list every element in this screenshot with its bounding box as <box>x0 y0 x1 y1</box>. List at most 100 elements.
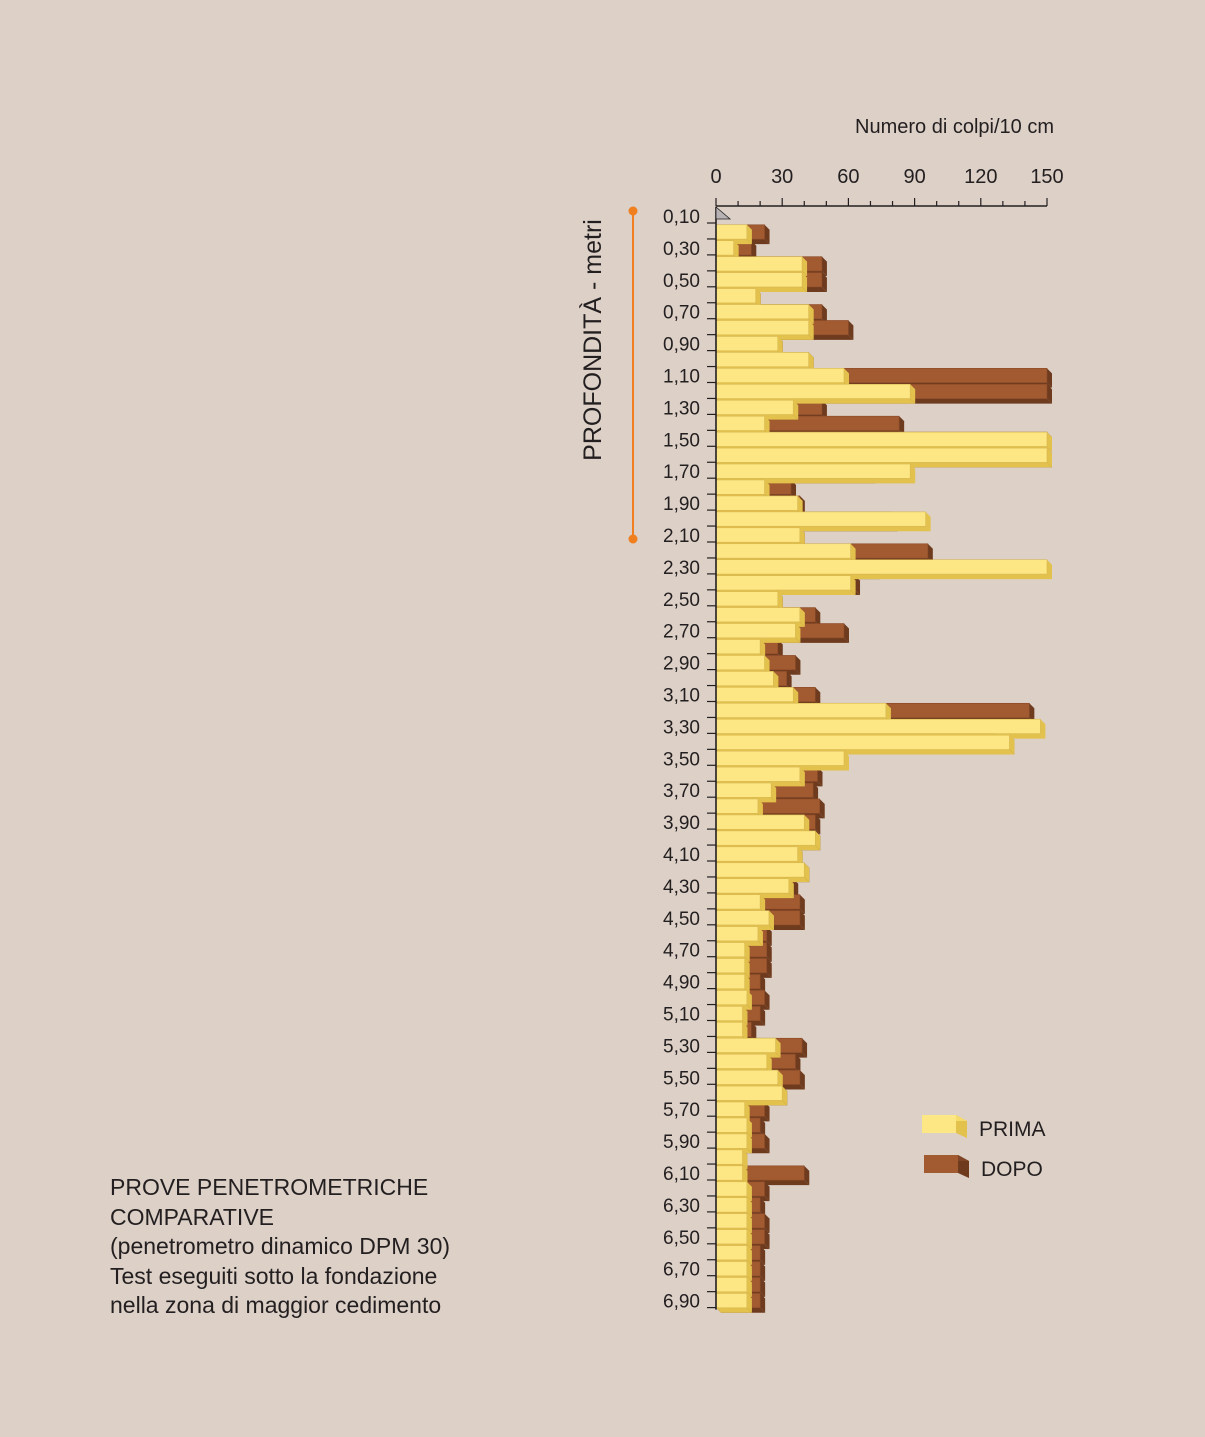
prima-bar-side <box>885 703 891 723</box>
y-tick-label: 2,10 <box>663 526 700 547</box>
y-tick-label: 5,90 <box>663 1132 700 1153</box>
dopo-bar-side <box>751 1022 757 1042</box>
prima-bar-face <box>715 495 798 511</box>
prima-bar-face <box>715 256 803 272</box>
y-tick-label: 2,70 <box>663 622 700 643</box>
prima-bar-face <box>715 1133 748 1149</box>
dopo-bar-side <box>760 1277 766 1297</box>
prima-bar-face <box>715 1181 748 1197</box>
prima-bar-side <box>1047 559 1052 580</box>
prima-bar-face <box>715 846 798 862</box>
y-tick-label: 5,70 <box>663 1100 700 1121</box>
prima-bar-side <box>733 240 739 261</box>
dopo-bar-side <box>815 814 821 835</box>
prima-bar-face <box>715 368 845 383</box>
caption-line-3: (penetrometro dinamico DPM 30) <box>110 1233 451 1259</box>
prima-bar-side <box>773 671 779 691</box>
prima-bar-face <box>715 1277 748 1293</box>
prima-bar-face <box>715 623 796 639</box>
prima-bar-side <box>815 830 821 851</box>
prima-bar-side <box>746 1197 752 1218</box>
y-tick-label: 6,90 <box>663 1292 700 1313</box>
prima-bar-face <box>715 639 761 655</box>
y-tick-label: 4,50 <box>663 909 700 930</box>
y-tick-label: 0,10 <box>663 207 700 228</box>
prima-bar-face <box>715 463 911 479</box>
prima-bar-face <box>715 336 779 352</box>
dopo-bar-side <box>760 1245 766 1265</box>
axis-corner <box>715 206 732 220</box>
dopo-bar-side <box>764 990 770 1010</box>
prima-bar-side <box>764 416 770 436</box>
prima-bar-side <box>1047 448 1052 468</box>
dopo-bar-side <box>1029 703 1035 723</box>
prima-bar-face <box>715 1085 783 1101</box>
prima-bar-side <box>746 990 752 1010</box>
caption-line-5: nella zona di maggior cedimento <box>110 1292 442 1318</box>
prima-bar-face <box>715 894 761 910</box>
dopo-bar-side <box>760 1117 766 1138</box>
prima-bar-face <box>715 862 805 878</box>
y-tick-label: 0,30 <box>663 239 700 260</box>
prima-bar <box>715 304 814 324</box>
prima-bar-side <box>797 846 803 867</box>
dopo-bar-side <box>802 1038 808 1058</box>
prima-bar-face <box>715 479 765 495</box>
chart-axes: 0 30 60 90 120 150 0,10 0,30 0,50 0,70 0,90 1,10 1,3… <box>663 166 1064 1313</box>
y-tick-label: 4,10 <box>663 845 700 866</box>
dopo-bar-side <box>1047 368 1052 388</box>
caption-line-2: COMPARATIVE <box>110 1203 274 1230</box>
prima-bar-side <box>757 926 763 946</box>
dopo-bar-side <box>764 1181 770 1202</box>
prima-bar-face <box>715 974 745 990</box>
dopo-bar-side <box>804 1165 810 1186</box>
dopo-bar-side <box>899 416 905 436</box>
legend-dopo-swatch <box>924 1155 958 1173</box>
dopo-bar-side <box>793 878 799 899</box>
prima-bar-face <box>715 718 1041 734</box>
y-tick-label: 2,30 <box>663 558 700 579</box>
prima-bar-side <box>760 639 766 659</box>
prima-bar-side <box>744 1102 750 1122</box>
dopo-bar-side <box>1047 384 1052 404</box>
prima-bar <box>715 1293 752 1313</box>
prima-bar <box>715 447 1052 468</box>
prima-bar-side <box>802 256 808 277</box>
prima-bar-side <box>746 1213 752 1234</box>
caption-line-1: PROVE PENETROMETRICHE <box>110 1174 429 1200</box>
prima-bar-face <box>715 591 779 607</box>
prima-bar-side <box>795 623 801 643</box>
dopo-bar-side <box>764 1133 770 1154</box>
prima-bar-side <box>757 798 763 819</box>
prima-bar-side <box>799 767 805 787</box>
prima-bar-face <box>715 1117 748 1133</box>
prima-bar-side <box>850 543 856 564</box>
prima-bar-face <box>715 1229 748 1245</box>
prima-bar-face <box>715 766 801 782</box>
dopo-bar-side <box>764 1213 770 1234</box>
prima-bar <box>715 240 739 261</box>
dopo-bar-side <box>766 958 772 978</box>
prima-bar-face <box>715 575 851 591</box>
dopo-bar-side <box>815 687 821 707</box>
prima-bar-side <box>850 575 856 596</box>
y-tick-label: 0,50 <box>663 271 700 292</box>
y-tick-label: 1,70 <box>663 462 700 483</box>
y-tick-label: 2,50 <box>663 590 700 611</box>
caption-line-4: Test eseguiti sotto la fondazione <box>110 1262 438 1289</box>
prima-bar-side <box>788 878 794 899</box>
prima-bar-side <box>775 1038 781 1058</box>
x-tick-label: 90 <box>903 166 925 188</box>
prima-bar-face <box>715 1037 776 1053</box>
dopo-bar-side <box>786 671 792 691</box>
depth-range-start <box>628 206 638 216</box>
prima-bar-side <box>808 320 814 340</box>
prima-bar-side <box>744 958 750 978</box>
x-tick-label: 30 <box>771 166 793 188</box>
prima-bar-side <box>746 1117 752 1138</box>
y-tick-label: 3,70 <box>663 781 700 802</box>
y-tick-label: 0,70 <box>663 303 700 324</box>
dopo-bar-side <box>819 798 825 819</box>
depth-range-end <box>628 534 638 544</box>
y-tick-label: 2,90 <box>663 654 700 675</box>
